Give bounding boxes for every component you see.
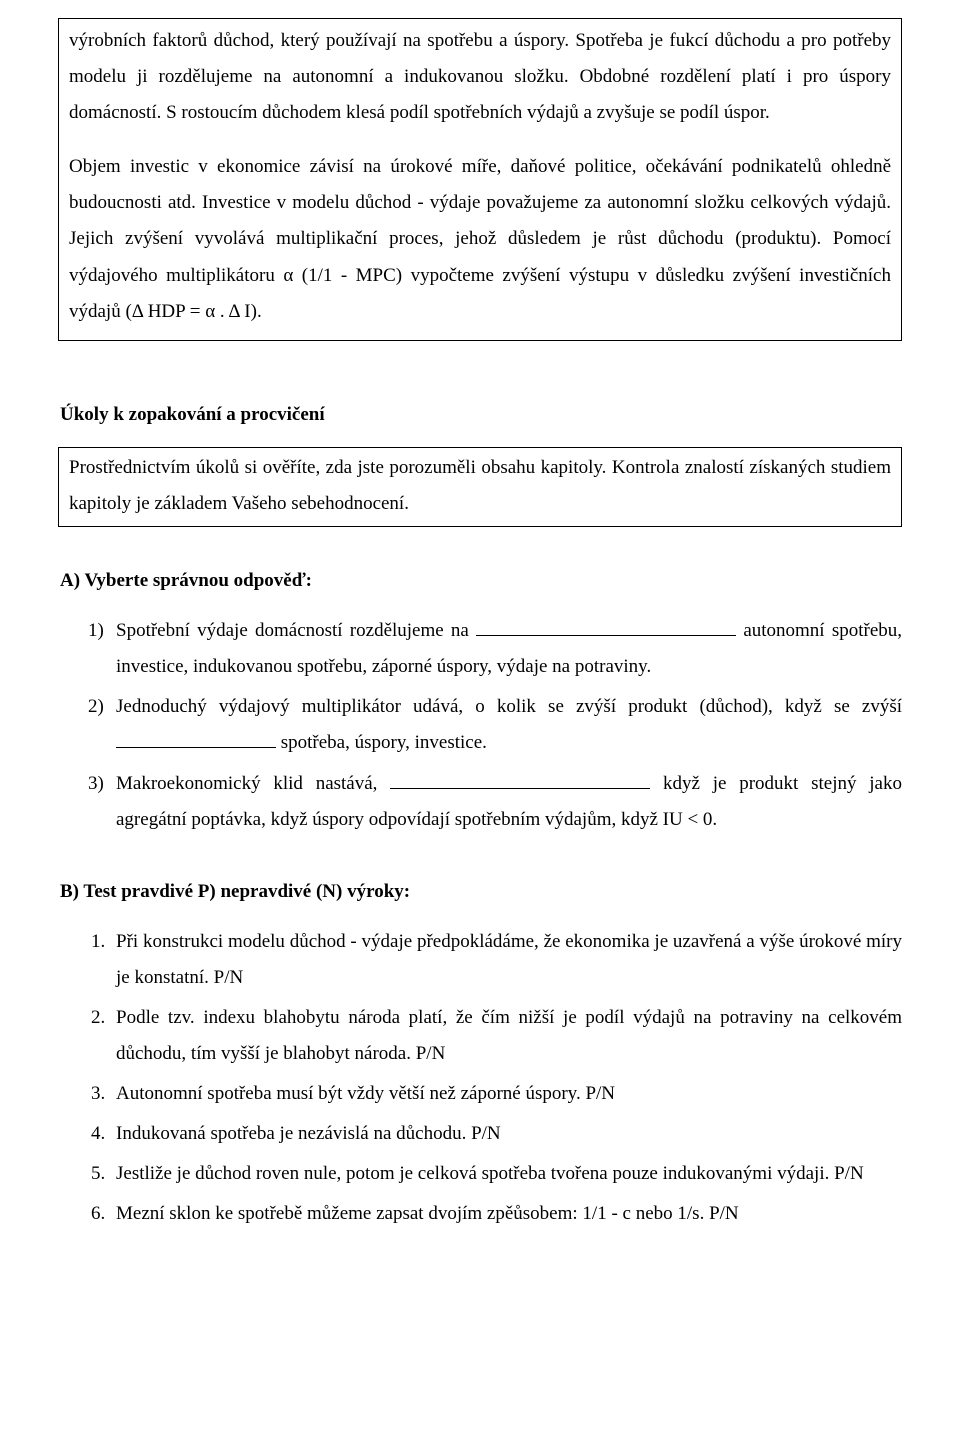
summary-paragraph-2: Objem investic v ekonomice závisí na úro… (69, 149, 891, 329)
section-b-item-5: Jestliže je důchod roven nule, potom je … (110, 1156, 902, 1192)
section-b-item-1: Při konstrukci modelu důchod - výdaje př… (110, 924, 902, 996)
tasks-intro-text: Prostřednictvím úkolů si ověříte, zda js… (69, 450, 891, 522)
section-b-item-3: Autonomní spotřeba musí být vždy větší n… (110, 1076, 902, 1112)
section-a-heading: A) Vyberte správnou odpověď: (60, 563, 902, 599)
summary-paragraph-1: výrobních faktorů důchod, který používaj… (69, 23, 891, 131)
section-b-heading: B) Test pravdivé P) nepravdivé (N) výrok… (60, 874, 902, 910)
section-b-list: Při konstrukci modelu důchod - výdaje př… (58, 924, 902, 1233)
section-b-item-2: Podle tzv. indexu blahobytu národa platí… (110, 1000, 902, 1072)
section-b-item-4: Indukovaná spotřeba je nezávislá na důch… (110, 1116, 902, 1152)
a1-blank[interactable] (476, 618, 736, 636)
a3-text-a: Makroekonomický klid nastává, (116, 773, 390, 794)
section-b-item-6: Mezní sklon ke spotřebě můžeme zapsat dv… (110, 1196, 902, 1232)
a2-blank[interactable] (116, 730, 276, 748)
section-a-item-3: 3)Makroekonomický klid nastává, když je … (110, 766, 902, 838)
a1-text-a: Spotřební výdaje domácností rozdělujeme … (116, 620, 476, 641)
section-a-item-1: 1)Spotřební výdaje domácností rozdělujem… (110, 613, 902, 685)
section-a-item-2: 2)Jednoduchý výdajový multiplikátor udáv… (110, 689, 902, 761)
section-a-list: 1)Spotřební výdaje domácností rozdělujem… (58, 613, 902, 838)
a2-text-b: spotřeba, úspory, investice. (276, 732, 487, 753)
tasks-intro-box: Prostřednictvím úkolů si ověříte, zda js… (58, 447, 902, 527)
tasks-heading: Úkoly k zopakování a procvičení (60, 397, 902, 433)
a2-text-a: Jednoduchý výdajový multiplikátor udává,… (116, 696, 902, 717)
a3-blank[interactable] (390, 770, 650, 788)
summary-box: výrobních faktorů důchod, který používaj… (58, 18, 902, 341)
